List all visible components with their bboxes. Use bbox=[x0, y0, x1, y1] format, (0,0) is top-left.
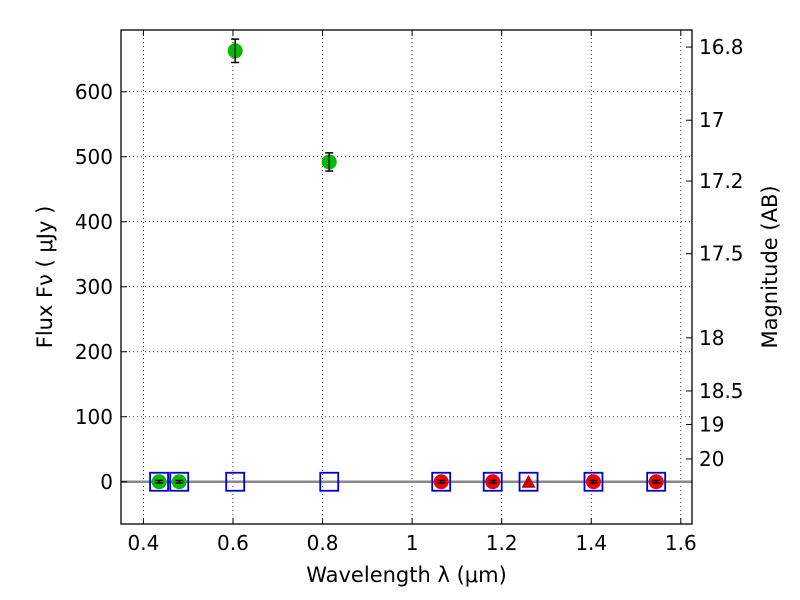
y-tick-label: 500 bbox=[75, 145, 113, 169]
x-tick-label: 0.6 bbox=[217, 531, 249, 555]
y-tick-label: 400 bbox=[75, 210, 113, 234]
model-point bbox=[169, 471, 190, 492]
axis-ticks: 0.4 0.6 0.8 1 1.2 1.4 1.6 0 100 200 300 400 500 600 16… bbox=[75, 30, 744, 555]
upper-limit-marker bbox=[521, 474, 536, 488]
data-layer bbox=[121, 38, 692, 492]
right-tick-label: 20 bbox=[699, 447, 724, 471]
model-point bbox=[646, 471, 667, 492]
y-tick-label: 200 bbox=[75, 340, 113, 364]
model-point bbox=[518, 471, 539, 492]
y-tick-label: 0 bbox=[100, 470, 113, 494]
right-axis-title: Magnitude (AB) bbox=[758, 185, 782, 348]
y-tick-label: 300 bbox=[75, 275, 113, 299]
right-tick-label: 17 bbox=[699, 108, 724, 132]
right-tick-label: 18 bbox=[699, 326, 724, 350]
x-tick-label: 0.4 bbox=[127, 531, 159, 555]
x-tick-label: 1.2 bbox=[486, 531, 518, 555]
model-point bbox=[431, 471, 452, 492]
y-axis-title: Flux Fν ( μJy ) bbox=[33, 206, 57, 349]
x-tick-label: 1.4 bbox=[575, 531, 607, 555]
y-tick-label: 100 bbox=[75, 405, 113, 429]
x-tick-label: 1.6 bbox=[665, 531, 697, 555]
x-axis-title: Wavelength λ (μm) bbox=[306, 563, 507, 587]
model-point bbox=[482, 471, 503, 492]
grid bbox=[121, 30, 692, 524]
y-tick-label: 600 bbox=[75, 80, 113, 104]
model-point bbox=[225, 471, 246, 492]
right-tick-label: 17.2 bbox=[699, 169, 744, 193]
right-tick-label: 19 bbox=[699, 412, 724, 436]
right-tick-label: 18.5 bbox=[699, 379, 744, 403]
right-tick-label: 16.8 bbox=[699, 35, 744, 59]
model-point bbox=[583, 471, 604, 492]
right-tick-label: 17.5 bbox=[699, 242, 744, 266]
x-tick-label: 0.8 bbox=[307, 531, 339, 555]
model-point bbox=[149, 471, 169, 492]
model-point bbox=[319, 471, 340, 492]
plot-frame bbox=[120, 29, 693, 525]
x-tick-label: 1 bbox=[406, 531, 419, 555]
